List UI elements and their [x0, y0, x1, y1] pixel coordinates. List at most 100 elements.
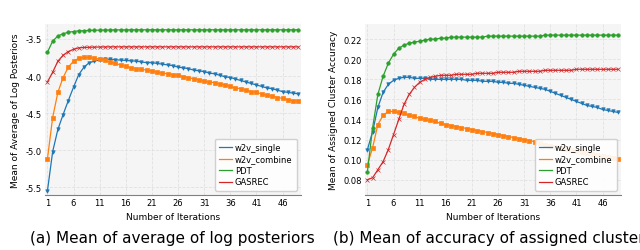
w2v_combine: [132, 68, 140, 71]
GASREC: [499, 72, 507, 74]
GASREC: [442, 74, 450, 78]
PDT: [484, 36, 492, 38]
w2v_single: [567, 98, 575, 102]
w2v_single: [205, 72, 213, 75]
PDT: [364, 170, 371, 173]
w2v_combine: [169, 74, 177, 77]
w2v_single: [122, 60, 130, 63]
GASREC: [289, 46, 297, 49]
w2v_single: [395, 78, 403, 80]
GASREC: [510, 72, 518, 74]
w2v_combine: [247, 91, 255, 94]
PDT: [211, 29, 218, 32]
w2v_combine: [515, 138, 523, 140]
PDT: [400, 44, 408, 48]
GASREC: [211, 46, 218, 49]
w2v_single: [96, 59, 104, 62]
GASREC: [479, 72, 486, 76]
GASREC: [364, 178, 371, 182]
GASREC: [557, 70, 564, 72]
w2v_combine: [60, 77, 67, 80]
PDT: [232, 29, 239, 32]
GASREC: [268, 46, 276, 49]
w2v_single: [431, 78, 439, 82]
w2v_single: [138, 61, 145, 64]
PDT: [489, 36, 497, 38]
w2v_combine: [278, 98, 286, 100]
GASREC: [237, 46, 244, 49]
GASREC: [380, 160, 387, 164]
GASREC: [452, 74, 460, 76]
w2v_combine: [573, 150, 580, 152]
PDT: [284, 29, 292, 32]
w2v_combine: [567, 148, 575, 152]
w2v_single: [232, 78, 239, 81]
GASREC: [278, 46, 286, 49]
w2v_single: [273, 89, 281, 92]
GASREC: [583, 68, 591, 71]
w2v_single: [44, 190, 51, 193]
GASREC: [547, 70, 554, 72]
GASREC: [143, 46, 150, 49]
PDT: [273, 29, 281, 32]
w2v_single: [385, 84, 392, 86]
PDT: [374, 94, 381, 96]
PDT: [552, 34, 559, 37]
GASREC: [258, 46, 266, 49]
Line: w2v_combine: w2v_combine: [367, 112, 618, 165]
w2v_single: [541, 88, 549, 92]
Legend: w2v_single, w2v_combine, PDT, GASREC: w2v_single, w2v_combine, PDT, GASREC: [535, 139, 616, 191]
w2v_combine: [405, 114, 413, 117]
w2v_single: [294, 93, 302, 96]
w2v_combine: [232, 87, 239, 90]
w2v_combine: [116, 64, 124, 67]
GASREC: [80, 47, 88, 50]
GASREC: [159, 46, 166, 49]
GASREC: [70, 49, 77, 52]
w2v_single: [65, 100, 72, 103]
GASREC: [567, 70, 575, 72]
PDT: [416, 40, 424, 43]
GASREC: [531, 70, 538, 74]
w2v_combine: [284, 99, 292, 102]
GASREC: [101, 46, 109, 49]
w2v_single: [253, 84, 260, 87]
PDT: [179, 29, 187, 32]
GASREC: [426, 76, 434, 80]
w2v_combine: [268, 95, 276, 98]
w2v_single: [458, 78, 465, 82]
PDT: [442, 38, 450, 40]
w2v_single: [405, 76, 413, 80]
PDT: [494, 36, 502, 38]
w2v_single: [174, 66, 182, 69]
w2v_combine: [541, 144, 549, 146]
w2v_combine: [122, 66, 130, 69]
GASREC: [195, 46, 203, 49]
w2v_single: [436, 78, 444, 82]
w2v_combine: [216, 83, 223, 86]
w2v_single: [132, 60, 140, 64]
GASREC: [205, 46, 213, 49]
w2v_single: [289, 92, 297, 95]
w2v_single: [504, 82, 512, 86]
PDT: [221, 29, 229, 32]
w2v_combine: [227, 86, 234, 88]
PDT: [541, 34, 549, 37]
w2v_combine: [374, 124, 381, 126]
PDT: [380, 76, 387, 78]
w2v_single: [179, 67, 187, 70]
GASREC: [614, 68, 622, 71]
PDT: [169, 29, 177, 32]
PDT: [143, 29, 150, 32]
w2v_combine: [510, 136, 518, 140]
w2v_combine: [70, 60, 77, 64]
GASREC: [216, 46, 223, 49]
w2v_combine: [547, 144, 554, 148]
PDT: [70, 31, 77, 34]
w2v_single: [49, 151, 56, 154]
Text: (b) Mean of accuracy of assigned clusters: (b) Mean of accuracy of assigned cluster…: [333, 230, 640, 245]
PDT: [242, 29, 250, 32]
PDT: [598, 34, 606, 37]
w2v_combine: [380, 114, 387, 117]
PDT: [593, 34, 601, 37]
